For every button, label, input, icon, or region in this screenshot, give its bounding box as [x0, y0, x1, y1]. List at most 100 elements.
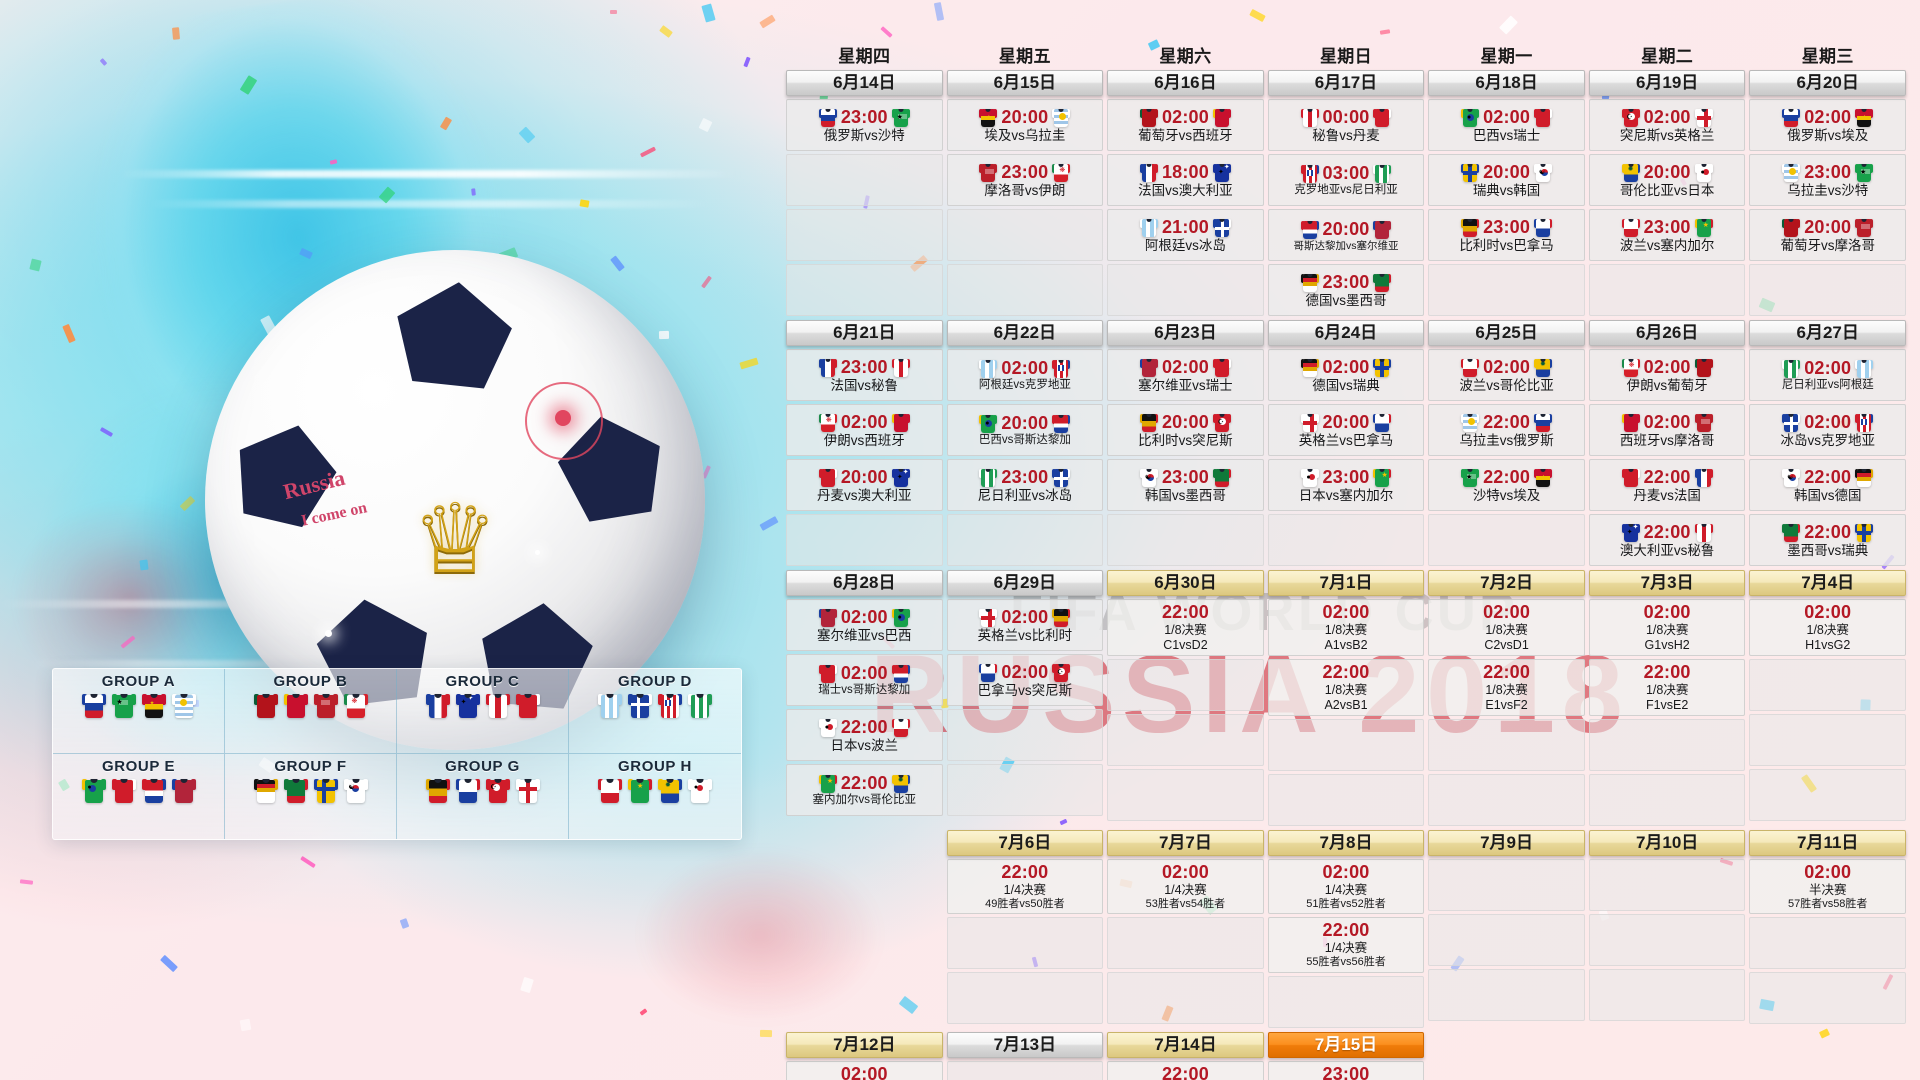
match-cell-knockout[interactable]: 02:00 1/4决赛 53胜者vs54胜者	[1107, 859, 1264, 915]
date-chip[interactable]: 6月17日	[1267, 70, 1425, 97]
match-cell[interactable]: 02:00 尼日利亚vs阿根廷	[1749, 349, 1906, 402]
match-cell-knockout[interactable]: 02:00 1/8决赛 H1vsG2	[1749, 599, 1906, 657]
match-cell[interactable]: 20:00 英格兰vs巴拿马	[1267, 404, 1425, 457]
match-cell-knockout[interactable]: 02:00 1/4决赛 51胜者vs52胜者	[1267, 859, 1425, 915]
match-cell[interactable]: 20:00 ✦ ✦ 丹麦vs澳大利亚	[786, 459, 943, 512]
match-cell[interactable]: ☯ 23:00 韩国vs墨西哥	[1107, 459, 1264, 512]
match-cell-knockout[interactable]: 22:00 1/4决赛 49胜者vs50胜者	[946, 859, 1104, 915]
match-cell-knockout[interactable]: 02:00 1/8决赛 C2vsD1	[1428, 599, 1585, 657]
match-cell[interactable]: 23:00 尼日利亚vs冰岛	[946, 459, 1104, 512]
match-cell[interactable]: 20:00 ☯ 瑞典vs韩国	[1428, 154, 1585, 207]
match-cell[interactable]: ☪ 02:00 突尼斯vs英格兰	[1588, 99, 1746, 152]
match-cell-knockout[interactable]: 22:00 1/8决赛 A2vsB1	[1267, 659, 1425, 717]
match-cell[interactable]: ● 23:00 ★ 日本vs塞内加尔	[1267, 459, 1425, 512]
match-cell[interactable]: 23:00 ★ 乌拉圭vs沙特	[1749, 154, 1906, 207]
date-chip[interactable]: 6月28日	[786, 570, 943, 597]
date-chip[interactable]: 7月2日	[1428, 570, 1585, 597]
match-cell[interactable]: 03:00 克罗地亚vs尼日利亚	[1267, 154, 1425, 207]
match-cell[interactable]: 23:00 比利时vs巴拿马	[1428, 209, 1585, 262]
match-cell-knockout[interactable]: 02:00 半决赛 57胜者vs58胜者	[1749, 859, 1906, 915]
match-cell-knockout[interactable]: 22:00三四名决赛61负者vs62负者	[1107, 1060, 1264, 1080]
date-chip[interactable]: 7月1日	[1267, 570, 1425, 597]
match-cell-knockout[interactable]: 02:00半决赛59胜者vs60胜者	[786, 1060, 943, 1080]
match-cell[interactable]: ❋ 02:00 伊朗vs西班牙	[786, 404, 943, 457]
date-chip[interactable]: 6月29日	[946, 570, 1104, 597]
match-cell[interactable]: ● 20:00 巴西vs哥斯达黎加	[946, 404, 1104, 457]
date-chip[interactable]: 6月27日	[1749, 320, 1906, 347]
date-chip[interactable]: 7月10日	[1588, 830, 1746, 857]
date-chip[interactable]: 6月18日	[1428, 70, 1585, 97]
match-cell[interactable]: ☯ 22:00 韩国vs德国	[1749, 459, 1906, 512]
date-chip[interactable]: 7月4日	[1749, 570, 1906, 597]
date-chip[interactable]: 7月12日	[786, 1031, 943, 1058]
date-chip[interactable]: 7月7日	[1107, 830, 1264, 857]
match-cell[interactable]: ● 22:00 日本vs波兰	[786, 709, 943, 762]
date-chip[interactable]: 6月20日	[1749, 70, 1906, 97]
match-cell[interactable]: ✦ 20:00 埃及vs乌拉圭	[946, 99, 1104, 152]
date-chip[interactable]: 6月24日	[1267, 320, 1425, 347]
match-cell[interactable]: ✦ ✦ 22:00 澳大利亚vs秘鲁	[1588, 514, 1746, 567]
match-cell[interactable]: 02:00 西班牙vs摩洛哥	[1588, 404, 1746, 457]
match-cell-knockout[interactable]: 22:00 1/8决赛 F1vsE2	[1588, 659, 1746, 717]
match-cell[interactable]: 02:00 德国vs瑞典	[1267, 349, 1425, 402]
match-cell[interactable]: ❋ 02:00 伊朗vs葡萄牙	[1588, 349, 1746, 402]
match-cell[interactable]: 23:00 ❋ 摩洛哥vs伊朗	[946, 154, 1104, 207]
match-cell-knockout[interactable]: 02:00 1/8决赛 A1vsB2	[1267, 599, 1425, 657]
match-cell[interactable]: 23:00 ★ 俄罗斯vs沙特	[786, 99, 943, 152]
match-cell-knockout[interactable]: 22:00 1/8决赛 E1vsF2	[1428, 659, 1585, 717]
match-cell[interactable]: 02:00 塞尔维亚vs瑞士	[1107, 349, 1264, 402]
team-jersey-icon	[979, 662, 998, 683]
knockout-matchup-code: 55胜者vs56胜者	[1306, 956, 1386, 969]
date-chip[interactable]: 7月9日	[1428, 830, 1585, 857]
match-cell[interactable]: 20:00 哥斯达黎加vs塞尔维亚	[1267, 209, 1425, 262]
match-cell[interactable]: 02:00 ● 塞尔维亚vs巴西	[786, 599, 943, 652]
match-cell[interactable]: 02:00 葡萄牙vs西班牙	[1107, 99, 1264, 152]
date-chip[interactable]: 6月25日	[1428, 320, 1585, 347]
date-chip[interactable]: 7月14日	[1107, 1031, 1264, 1058]
match-cell[interactable]: 23:00 ★ 波兰vs塞内加尔	[1588, 209, 1746, 262]
match-cell-knockout[interactable]: 22:00 1/8决赛 C1vsD2	[1107, 599, 1264, 657]
date-chip[interactable]: 6月15日	[946, 70, 1104, 97]
date-chip[interactable]: 7月15日	[1267, 1031, 1425, 1058]
match-cell[interactable]: 02:00 ✹ 波兰vs哥伦比亚	[1428, 349, 1585, 402]
match-cell[interactable]: 22:00 墨西哥vs瑞典	[1749, 514, 1906, 567]
date-chip[interactable]: 6月30日	[1107, 570, 1264, 597]
date-chip[interactable]: 7月13日	[946, 1031, 1104, 1058]
match-cell[interactable]: 21:00 阿根廷vs冰岛	[1107, 209, 1264, 262]
match-cell[interactable]: ✹ 20:00 ● 哥伦比亚vs日本	[1588, 154, 1746, 207]
date-chip[interactable]: 6月23日	[1107, 320, 1264, 347]
date-chip[interactable]: 6月19日	[1588, 70, 1746, 97]
date-chip[interactable]: 6月26日	[1588, 320, 1746, 347]
match-cell-final[interactable]: 23:00决赛	[1267, 1060, 1425, 1080]
date-chip[interactable]: 7月8日	[1267, 830, 1425, 857]
match-cell[interactable]: ★ 22:00 ✦ 沙特vs埃及	[1428, 459, 1585, 512]
match-cell[interactable]: 23:00 德国vs墨西哥	[1267, 264, 1425, 317]
date-chip[interactable]: 7月11日	[1749, 830, 1906, 857]
match-cell[interactable]: 20:00 葡萄牙vs摩洛哥	[1749, 209, 1906, 262]
match-cell[interactable]: ★ 22:00 ✹ 塞内加尔vs哥伦比亚	[786, 764, 943, 817]
match-cell[interactable]: 22:00 乌拉圭vs俄罗斯	[1428, 404, 1585, 457]
match-cell[interactable]: 02:00 ✦ 俄罗斯vs埃及	[1749, 99, 1906, 152]
match-cell[interactable]: 00:00 秘鲁vs丹麦	[1267, 99, 1425, 152]
date-chip[interactable]: 6月21日	[786, 320, 943, 347]
match-cell[interactable]: 02:00 阿根廷vs克罗地亚	[946, 349, 1104, 402]
date-chip[interactable]: 7月3日	[1588, 570, 1746, 597]
date-chip[interactable]: 6月14日	[786, 70, 943, 97]
match-cell[interactable]: 02:00 瑞士vs哥斯达黎加	[786, 654, 943, 707]
match-cell[interactable]: 20:00 ☪ 比利时vs突尼斯	[1107, 404, 1264, 457]
match-cell[interactable]: 02:00 英格兰vs比利时	[946, 599, 1104, 652]
match-cell[interactable]: ● 02:00 巴西vs瑞士	[1428, 99, 1585, 152]
date-chip[interactable]: 7月6日	[946, 830, 1104, 857]
match-cell-empty	[946, 514, 1104, 567]
date-chip[interactable]: 6月22日	[946, 320, 1104, 347]
match-cell-empty	[1267, 774, 1425, 827]
match-cell[interactable]: 22:00 丹麦vs法国	[1588, 459, 1746, 512]
date-chip[interactable]: 6月16日	[1107, 70, 1264, 97]
match-cell[interactable]: 02:00 冰岛vs克罗地亚	[1749, 404, 1906, 457]
match-cell-knockout[interactable]: 02:00 1/8决赛 G1vsH2	[1588, 599, 1746, 657]
team-jersey-icon: ☯	[1782, 467, 1801, 488]
match-cell[interactable]: 23:00 法国vs秘鲁	[786, 349, 943, 402]
match-cell[interactable]: 18:00 ✦ ✦ 法国vs澳大利亚	[1107, 154, 1264, 207]
match-cell[interactable]: 02:00 ☪ 巴拿马vs突尼斯	[946, 654, 1104, 707]
match-cell-knockout[interactable]: 22:00 1/4决赛 55胜者vs56胜者	[1267, 917, 1425, 973]
